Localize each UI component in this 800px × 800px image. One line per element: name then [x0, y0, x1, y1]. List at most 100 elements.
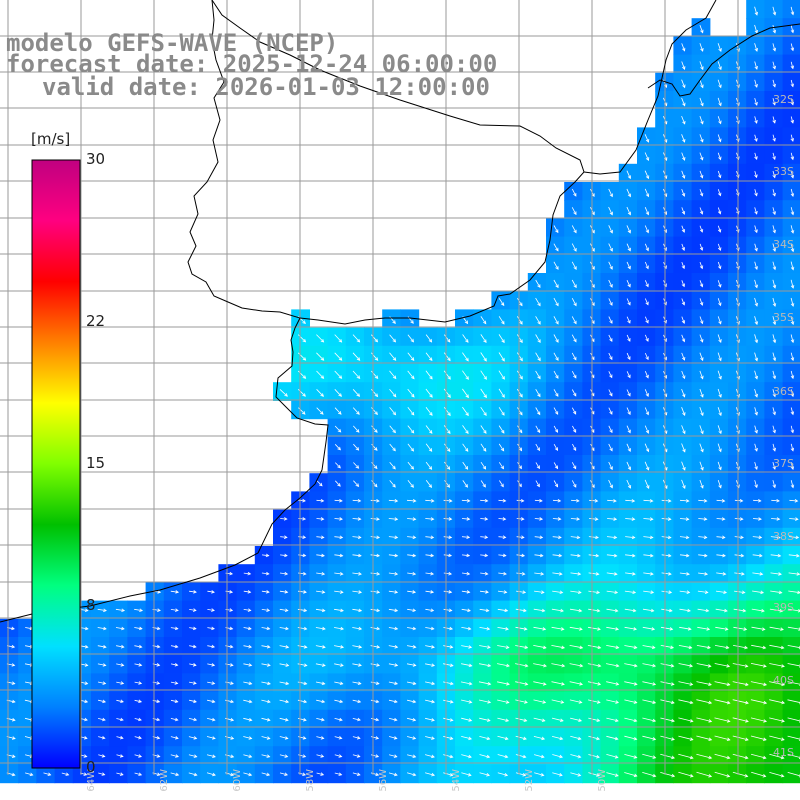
wind-arrow-head: [754, 393, 758, 398]
wind-arrow-head: [428, 466, 433, 470]
wind-arrow-head: [718, 394, 722, 398]
wind-arrow: [553, 480, 558, 487]
wind-arrow-head: [754, 411, 758, 416]
wind-arrow-head: [302, 320, 306, 324]
wind-arrow-head: [682, 430, 686, 435]
wind-arrow-head: [554, 447, 559, 452]
wind-arrow: [608, 461, 613, 470]
wind-arrow-head: [627, 374, 631, 379]
wind-arrow-head: [591, 266, 595, 270]
wind-arrow-head: [758, 517, 762, 521]
wind-arrow-head: [685, 517, 690, 521]
wind-arrow: [698, 499, 707, 502]
wind-arrow-head: [355, 429, 360, 433]
wind-arrow-head: [645, 338, 649, 342]
wind-arrow: [480, 370, 487, 380]
wind-arrow: [370, 518, 380, 520]
wind-arrow-head: [376, 498, 380, 503]
wind-arrow-head: [501, 357, 505, 362]
wind-arrow-head: [394, 517, 399, 521]
wind-arrow-head: [772, 411, 776, 416]
wind-arrow: [644, 225, 649, 233]
wind-arrow: [570, 518, 580, 520]
wind-arrow-head: [430, 498, 435, 503]
wind-arrow-head: [573, 374, 577, 379]
wind-arrow-head: [699, 247, 704, 251]
wind-arrow-head: [718, 120, 722, 125]
wind-arrow: [553, 334, 559, 343]
wind-arrow: [699, 152, 703, 160]
wind-arrow: [717, 370, 722, 380]
colorbar-scale: [31, 159, 81, 769]
wind-arrow-head: [645, 356, 649, 361]
wind-arrow: [425, 388, 433, 398]
wind-arrow-head: [645, 448, 650, 453]
wind-arrow: [370, 499, 380, 502]
wind-arrow-head: [736, 174, 740, 179]
wind-arrow: [790, 425, 794, 433]
wind-arrow-head: [519, 429, 523, 434]
wind-arrow: [644, 389, 649, 397]
wind-arrow: [462, 406, 469, 416]
wind-arrow-head: [374, 338, 379, 343]
wind-arrow-head: [718, 484, 722, 489]
wind-arrow-head: [392, 393, 397, 398]
wind-arrow: [553, 316, 559, 325]
wind-arrow-head: [627, 301, 631, 306]
wind-arrow-head: [700, 430, 704, 435]
wind-arrow-head: [772, 119, 776, 124]
wind-arrow-head: [776, 517, 781, 521]
wind-arrow: [754, 425, 758, 434]
wind-arrow-head: [790, 101, 794, 106]
wind-arrow-head: [682, 84, 686, 89]
wind-arrow-head: [627, 338, 631, 342]
wind-arrow-head: [772, 466, 776, 470]
wind-arrow-head: [772, 429, 776, 434]
wind-arrow-head: [754, 192, 758, 197]
wind-arrow-head: [681, 301, 685, 306]
wind-arrow-head: [645, 247, 649, 252]
wind-arrow-head: [374, 375, 379, 380]
wind-arrow: [517, 443, 522, 451]
wind-arrow-head: [555, 357, 559, 361]
wind-arrow-head: [772, 447, 776, 452]
wind-arrow: [772, 207, 776, 215]
wind-arrow-head: [718, 138, 722, 143]
wind-arrow-head: [410, 429, 415, 434]
wind-arrow-head: [790, 357, 795, 362]
wind-cell: [782, 364, 800, 383]
wind-arrow: [462, 425, 469, 434]
wind-arrow: [553, 243, 559, 252]
wind-arrow: [790, 116, 794, 124]
wind-arrow: [352, 518, 361, 520]
wind-arrow: [407, 443, 414, 452]
wind-arrow-head: [500, 302, 505, 307]
wind-arrow: [790, 334, 794, 343]
wind-arrow: [553, 425, 558, 433]
wind-arrow: [754, 189, 758, 196]
wind-arrow: [790, 79, 794, 87]
wind-arrow-head: [681, 320, 686, 324]
wind-cell: [782, 418, 800, 438]
wind-arrow-head: [682, 102, 686, 107]
wind-arrow: [716, 499, 725, 502]
wind-arrow-head: [718, 283, 722, 288]
wind-arrow-head: [373, 483, 378, 488]
wind-arrow: [699, 425, 704, 434]
wind-arrow-head: [627, 283, 631, 288]
wind-arrow: [790, 98, 794, 105]
wind-arrow: [772, 297, 776, 307]
wind-arrow-head: [717, 247, 722, 251]
wind-arrow: [644, 371, 649, 378]
wind-arrow-head: [518, 483, 522, 488]
wind-arrow-head: [685, 499, 690, 503]
wind-arrow: [389, 461, 396, 470]
wind-arrow: [681, 61, 685, 70]
wind-arrow: [516, 316, 523, 325]
colorbar-tick-label: 30: [86, 150, 106, 168]
wind-arrow: [661, 518, 671, 520]
wind-arrow: [772, 480, 776, 488]
wind-arrow: [681, 352, 685, 361]
wind-arrow-head: [609, 374, 613, 379]
